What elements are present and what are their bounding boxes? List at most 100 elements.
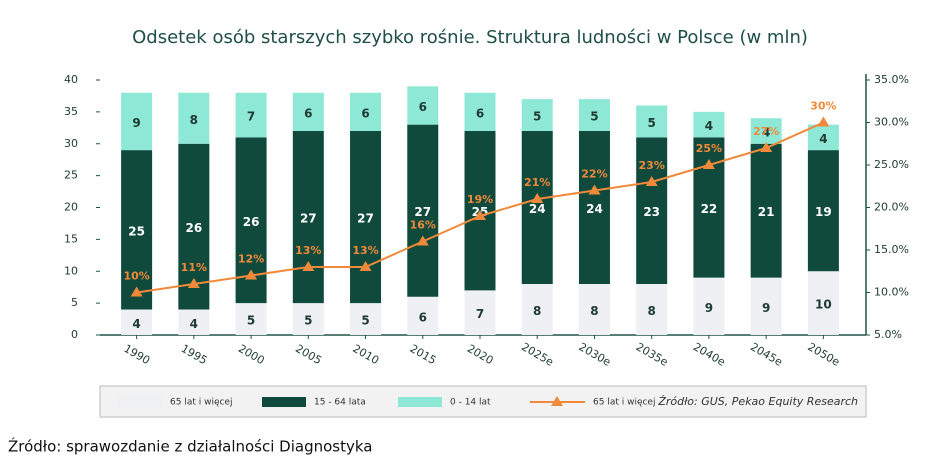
bar-value-label: 23 xyxy=(643,205,660,219)
bar-value-label: 4 xyxy=(132,317,140,331)
line-value-label: 13% xyxy=(295,244,321,257)
line-marker xyxy=(760,142,773,152)
bar-value-label: 26 xyxy=(185,221,202,235)
line-value-label: 19% xyxy=(467,193,493,206)
x-tick-label: 2040e xyxy=(691,340,728,369)
bar-segment xyxy=(521,284,553,335)
line-value-label: 16% xyxy=(410,219,436,232)
line-marker xyxy=(359,261,372,271)
bar-value-label: 6 xyxy=(419,310,427,324)
y2-tick-label: 20.0% xyxy=(874,201,909,214)
y-tick-label: 10 xyxy=(64,264,78,277)
bar-value-label: 8 xyxy=(590,304,598,318)
bar-value-label: 19 xyxy=(815,205,832,219)
bar-segment xyxy=(636,284,668,335)
x-tick-label: 2050e xyxy=(805,340,842,369)
bar-segment xyxy=(807,271,839,335)
legend-label: 0 - 14 lat xyxy=(450,398,491,408)
bar-value-label: 24 xyxy=(586,202,603,216)
line-marker xyxy=(588,184,601,195)
line-marker xyxy=(245,269,258,280)
bar-value-label: 27 xyxy=(300,212,317,226)
caption: Źródło: sprawozdanie z działalności Diag… xyxy=(8,437,372,456)
y-tick-label: 5 xyxy=(71,296,78,309)
legend-label: 65 lat i więcej xyxy=(170,398,232,408)
x-tick-label: 2020 xyxy=(465,342,496,367)
legend-label: 65 lat i więcej xyxy=(593,398,655,408)
x-tick-label: 2035e xyxy=(634,340,671,369)
line-marker xyxy=(130,286,143,297)
line-value-label: 22% xyxy=(581,168,607,181)
bar-value-label: 8 xyxy=(190,113,198,127)
line-value-label: 10% xyxy=(123,270,149,283)
y2-tick-label: 10.0% xyxy=(874,286,909,299)
y2-tick-label: 35.0% xyxy=(874,73,909,86)
line-marker xyxy=(416,235,429,246)
bar-value-label: 5 xyxy=(247,314,255,328)
bar-value-label: 9 xyxy=(762,301,770,315)
y-tick-label: 35 xyxy=(64,105,78,118)
bar-value-label: 4 xyxy=(705,119,713,133)
bar-value-label: 8 xyxy=(648,304,656,318)
x-tick-label: 1995 xyxy=(179,342,210,367)
bar-segment xyxy=(178,309,210,335)
bar-segment xyxy=(521,99,553,131)
x-tick-label: 2045e xyxy=(748,340,785,369)
x-tick-label: 2025e xyxy=(519,340,556,369)
line-value-label: 21% xyxy=(524,176,550,189)
bar-segment xyxy=(121,92,153,151)
bar-value-label: 8 xyxy=(533,304,541,318)
bar-value-label: 4 xyxy=(762,126,770,140)
line-marker xyxy=(645,176,658,186)
legend-swatch xyxy=(398,397,442,407)
x-tick-label: 2015 xyxy=(408,342,439,367)
bar-segment xyxy=(407,296,439,335)
bar-segment xyxy=(407,124,439,297)
y-tick-label: 15 xyxy=(64,232,78,245)
bar-value-label: 6 xyxy=(419,100,427,114)
bar-value-label: 26 xyxy=(243,215,260,229)
bar-segment xyxy=(750,143,782,278)
bar-segment xyxy=(578,99,610,131)
x-tick-label: 2000 xyxy=(236,342,267,367)
chart-title: Odsetek osób starszych szybko rośnie. St… xyxy=(132,27,808,48)
line-marker xyxy=(817,116,830,127)
bar-segment xyxy=(235,303,267,335)
bar-segment xyxy=(292,303,324,335)
bar-value-label: 9 xyxy=(705,301,713,315)
bar-value-label: 27 xyxy=(357,212,374,226)
y2-tick-label: 5.0% xyxy=(874,328,902,341)
bar-segment xyxy=(578,284,610,335)
bar-segment xyxy=(121,309,153,335)
bar-segment xyxy=(350,131,382,304)
bar-value-label: 5 xyxy=(304,314,312,328)
y2-tick-label: 15.0% xyxy=(874,243,909,256)
legend-swatch xyxy=(262,397,306,407)
y-tick-label: 20 xyxy=(64,201,78,214)
bar-segment xyxy=(350,92,382,131)
legend-label: 15 - 64 lata xyxy=(314,398,366,408)
bar-value-label: 6 xyxy=(304,106,312,120)
bar-segment xyxy=(121,150,153,310)
bar-value-label: 5 xyxy=(590,110,598,124)
line-value-label: 30% xyxy=(810,100,836,113)
x-tick-label: 1990 xyxy=(121,342,152,367)
y2-tick-label: 25.0% xyxy=(874,158,909,171)
bar-value-label: 4 xyxy=(190,317,198,331)
bar-value-label: 7 xyxy=(476,307,484,321)
bar-segment xyxy=(693,111,725,138)
bar-segment xyxy=(464,92,496,131)
bar-value-label: 25 xyxy=(128,224,145,238)
bar-value-label: 27 xyxy=(414,205,431,219)
bar-segment xyxy=(407,86,439,125)
legend-source: Źródło: GUS, Pekao Equity Research xyxy=(657,395,858,408)
bar-segment xyxy=(292,131,324,304)
bar-value-label: 22 xyxy=(701,202,718,216)
bar-segment xyxy=(807,150,839,272)
bar-segment xyxy=(693,277,725,335)
bar-value-label: 6 xyxy=(476,106,484,120)
line-value-label: 27% xyxy=(753,125,779,138)
y-tick-label: 40 xyxy=(64,73,78,86)
bar-value-label: 4 xyxy=(819,132,827,146)
